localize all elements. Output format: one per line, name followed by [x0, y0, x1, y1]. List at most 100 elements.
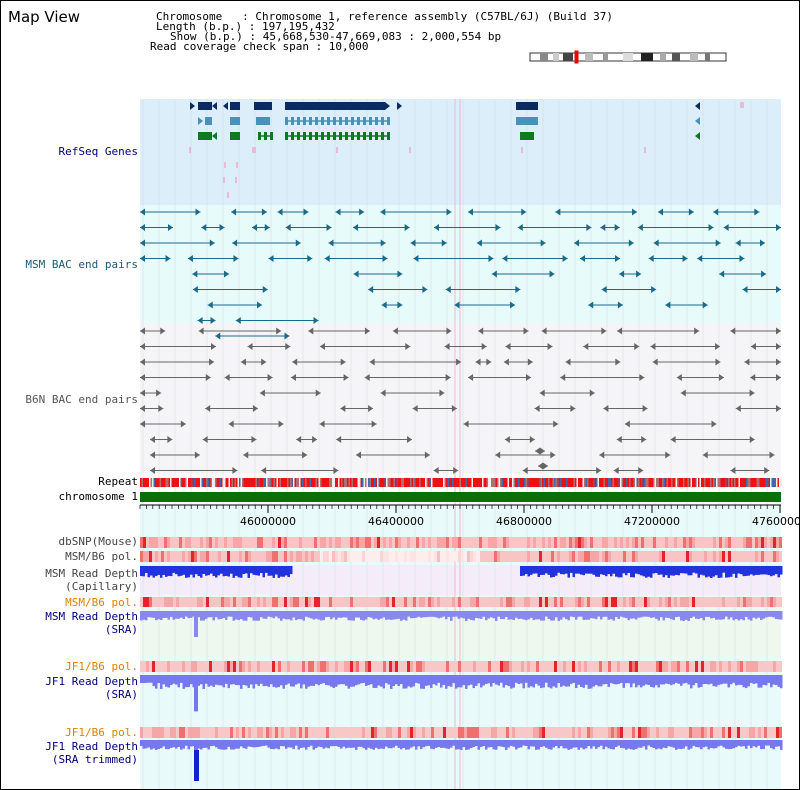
repeat-mark: [194, 478, 196, 487]
repeat-mark: [587, 478, 589, 487]
repeat-mark: [519, 478, 521, 487]
polymorphism-cell: [722, 727, 725, 738]
read-depth-bar: [567, 675, 570, 687]
repeat-mark: [597, 478, 599, 487]
read-depth-bar: [465, 611, 468, 621]
polymorphism-cell: [512, 597, 515, 607]
polymorphism-cell: [155, 537, 158, 548]
polymorphism-cell: [158, 551, 161, 562]
polymorphism-cell: [149, 537, 152, 548]
repeat-mark: [266, 478, 268, 487]
b6n-bac-pair-end: [624, 420, 630, 428]
polymorphism-cell: [404, 727, 407, 738]
read-depth-bar: [257, 675, 260, 686]
read-depth-bar: [210, 740, 213, 747]
read-depth-bar: [502, 740, 505, 748]
polymorphism-cell: [488, 661, 491, 672]
repeat-mark: [647, 478, 649, 487]
read-depth-bar: [512, 611, 515, 621]
polymorphism-cell: [431, 727, 434, 738]
repeat-mark: [260, 478, 262, 487]
read-depth-bar: [777, 611, 780, 620]
repeat-mark: [429, 478, 431, 487]
b6n-bac-pair-end: [364, 374, 370, 381]
read-depth-bar: [625, 675, 628, 684]
read-depth-bar: [755, 675, 758, 684]
read-depth-bar: [747, 740, 750, 746]
polymorphism-cell: [263, 661, 266, 672]
polymorphism-cell: [548, 537, 551, 548]
read-depth-bar: [685, 675, 688, 683]
polymorphism-cell: [518, 661, 521, 672]
polymorphism-cell: [536, 597, 539, 607]
read-depth-bar: [457, 740, 460, 750]
read-depth-bar: [287, 611, 290, 620]
repeat-mark: [500, 478, 502, 487]
polymorphism-cell: [647, 537, 650, 548]
polymorphism-cell: [566, 537, 569, 548]
read-depth-bar: [372, 611, 375, 620]
polymorphism-cell: [644, 551, 647, 562]
polymorphism-cell: [617, 597, 620, 607]
repeat-mark: [344, 478, 346, 487]
polymorphism-cell: [710, 551, 713, 562]
repeat-mark: [384, 478, 386, 487]
read-depth-bar: [622, 740, 625, 749]
repeat-mark: [501, 478, 503, 487]
read-depth-bar: [140, 740, 143, 747]
polymorphism-cell: [359, 661, 362, 672]
msm-bac-pair-end: [614, 224, 620, 231]
polymorphism-cell: [155, 551, 158, 562]
read-depth-bar: [750, 611, 753, 621]
repeat-mark: [671, 478, 673, 487]
polymorphism-cell: [299, 661, 302, 672]
read-depth-bar: [207, 611, 210, 618]
polymorphism-cell: [254, 661, 257, 672]
msm-bac-pair-end: [167, 224, 173, 231]
polymorphism-cell: [509, 597, 512, 607]
read-depth-bar: [615, 566, 618, 577]
polymorphism-cell: [485, 551, 488, 562]
read-depth-bar: [702, 566, 705, 576]
polymorphism-cell: [209, 597, 212, 607]
read-depth-bar: [682, 566, 685, 574]
polymorphism-cell: [719, 537, 722, 548]
polymorphism-cell: [194, 551, 197, 562]
repeat-mark: [354, 478, 356, 487]
b6n-bac-pair-end: [550, 451, 556, 459]
read-depth-bar: [765, 740, 768, 746]
read-depth-bar: [485, 675, 488, 685]
read-depth-bar: [645, 566, 648, 578]
repeat-mark: [347, 478, 349, 487]
read-depth-bar: [625, 566, 628, 576]
polymorphism-cell: [182, 661, 185, 672]
polymorphism-cell: [650, 597, 653, 607]
repeat-mark: [594, 478, 596, 487]
polymorphism-cell: [581, 727, 584, 738]
polymorphism-cell: [218, 597, 221, 607]
read-depth-bar: [702, 740, 705, 748]
polymorphism-cell: [698, 537, 701, 548]
polymorphism-cell: [434, 537, 437, 548]
polymorphism-cell: [254, 727, 257, 738]
msm-bac-pair-end: [521, 208, 527, 216]
read-depth-bar: [450, 740, 453, 748]
polymorphism-cell: [539, 597, 542, 607]
polymorphism-cell: [755, 597, 758, 607]
read-depth-bar: [727, 566, 730, 578]
read-depth-bar: [717, 740, 720, 747]
b6n-bac-pair-end: [278, 420, 284, 428]
polymorphism-cell: [578, 727, 581, 738]
polymorphism-cell: [464, 727, 467, 738]
read-depth-bar: [665, 675, 668, 684]
polymorphism-cell: [410, 661, 413, 672]
read-depth-bar: [585, 566, 588, 574]
read-depth-bar: [590, 675, 593, 689]
polymorphism-cell: [758, 661, 761, 672]
read-depth-bar: [222, 611, 225, 618]
b6n-bac-pair-end: [715, 358, 721, 366]
msm-bac-pair-end: [381, 301, 387, 309]
polymorphism-cell: [485, 537, 488, 548]
b6n-bac-pair-end: [702, 451, 708, 459]
